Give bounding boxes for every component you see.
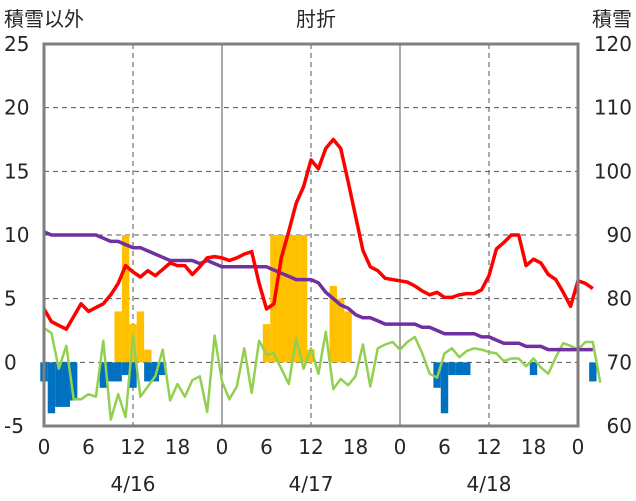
snow-change-bar (69, 362, 78, 401)
precip-bar (121, 235, 130, 363)
precip-bar (329, 285, 337, 363)
snow-change-bar (47, 362, 56, 414)
right-axis-label: 積雪 (592, 7, 632, 31)
y-left-tick-label: 15 (4, 159, 29, 183)
x-tick-label: 6 (82, 435, 95, 459)
snow-change-bar (463, 362, 471, 376)
date-label: 4/17 (289, 472, 334, 496)
x-tick-label: 18 (521, 435, 546, 459)
y-right-tick-label: 70 (607, 350, 632, 374)
precip-bar (277, 235, 286, 363)
precip-bar (299, 235, 308, 363)
snow-change-bar (129, 362, 137, 388)
plot-frame (42, 42, 580, 428)
snow-change-bar (529, 362, 538, 376)
snow-depth-line (43, 230, 593, 352)
x-tick-label: 6 (260, 435, 273, 459)
x-tick-label: 0 (394, 435, 407, 459)
date-label: 4/16 (111, 472, 156, 496)
y-right-tick-label: 90 (607, 223, 632, 247)
bars (40, 235, 597, 414)
snow-change-bar (440, 362, 449, 414)
y-left-tick-label: -5 (4, 414, 24, 438)
x-tick-label: 0 (572, 435, 585, 459)
y-left-tick-label: 0 (4, 350, 17, 374)
x-tick-label: 12 (298, 435, 323, 459)
x-tick-label: 6 (438, 435, 451, 459)
snow-change-bar (589, 362, 597, 382)
y-right-tick-label: 60 (607, 414, 632, 438)
x-tick-label: 18 (165, 435, 190, 459)
green-series-line (43, 326, 602, 421)
precip-bar (336, 298, 345, 363)
snow-change-bar (121, 362, 130, 376)
precip-bar (285, 235, 293, 363)
precip-bar (114, 311, 122, 363)
y-right-tick-label: 110 (594, 96, 632, 120)
y-right-tick-label: 120 (594, 32, 632, 56)
x-tick-label: 18 (343, 435, 368, 459)
x-tick-label: 0 (38, 435, 51, 459)
y-left-tick-label: 25 (4, 32, 29, 56)
left-axis-label: 積雪以外 (4, 7, 84, 31)
snow-change-bar (114, 362, 122, 382)
temperature-line (42, 137, 594, 331)
x-tick-label: 12 (476, 435, 501, 459)
precip-bar (136, 311, 145, 363)
precip-bar (144, 349, 152, 363)
precip-bar (262, 324, 271, 363)
y-right-tick-label: 80 (607, 287, 632, 311)
y-left-tick-label: 5 (4, 287, 17, 311)
snow-change-bar (99, 362, 108, 388)
lines (42, 137, 602, 421)
y-left-tick-label: 10 (4, 223, 29, 247)
x-tick-label: 0 (216, 435, 229, 459)
precip-bar (292, 235, 300, 363)
y-left-tick-label: 20 (4, 96, 29, 120)
snow-change-bar (455, 362, 464, 376)
snow-change-bar (62, 362, 70, 407)
snow-change-bar (55, 362, 63, 407)
date-label: 4/18 (467, 472, 512, 496)
y-right-tick-label: 100 (594, 159, 632, 183)
snow-change-bar (107, 362, 115, 382)
chart-title: 肘折 (296, 7, 336, 31)
x-tick-label: 12 (120, 435, 145, 459)
precip-bar (344, 311, 352, 363)
snow-change-bar (144, 362, 152, 382)
snow-change-bar (448, 362, 456, 376)
snow-change-bar (158, 362, 167, 376)
precip-bar (307, 349, 315, 363)
